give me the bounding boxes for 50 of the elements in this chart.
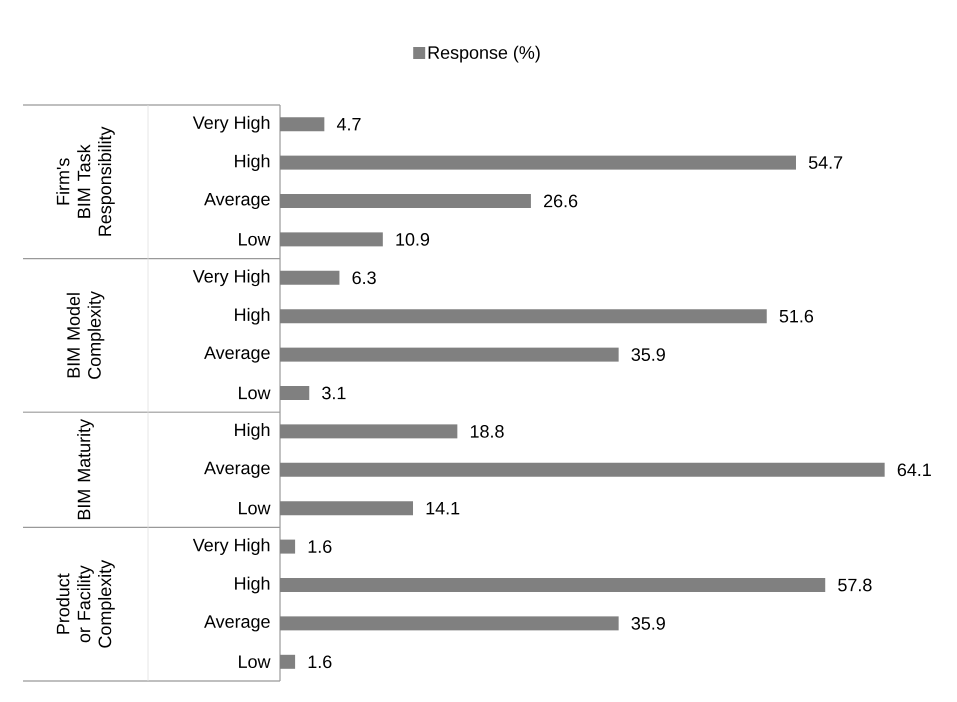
y-tick-label: Very High — [192, 269, 270, 286]
y-tick-label: High — [235, 423, 270, 440]
y-tick-label: High — [235, 308, 270, 325]
data-label: 1.6 — [308, 540, 332, 553]
bar — [280, 386, 310, 400]
y-tick-label: Average — [204, 192, 270, 210]
data-label: 6.3 — [352, 271, 376, 284]
bar — [280, 270, 340, 285]
y-tick-label: Low — [239, 656, 271, 668]
text: BIM Model Complexity — [66, 291, 104, 379]
y-tick-label: High — [235, 154, 270, 171]
y-tick-label: Very High — [192, 116, 270, 133]
data-label: 4.7 — [336, 118, 361, 130]
text: Firm's BIM Task Responsibility — [56, 126, 115, 236]
bar — [280, 654, 296, 669]
bar — [280, 309, 767, 324]
bar — [280, 348, 619, 362]
data-label: 3.1 — [322, 386, 346, 400]
data-label: 14.1 — [426, 502, 460, 514]
y-tick-label: Low — [239, 386, 271, 400]
bar — [280, 117, 324, 132]
data-label: 1.6 — [308, 655, 332, 668]
y-tick-label: Average — [204, 462, 270, 478]
data-label: 57.8 — [838, 578, 872, 592]
bar — [280, 194, 531, 208]
data-label: 26.6 — [544, 194, 578, 208]
y-tick-label: Average — [204, 615, 270, 632]
bar — [280, 156, 796, 170]
y-tick-label: Average — [204, 346, 270, 363]
data-label: 54.7 — [808, 156, 842, 169]
bar — [280, 424, 458, 438]
data-label: 18.8 — [470, 425, 504, 438]
y-tick-label: Low — [239, 233, 271, 246]
bar — [280, 462, 885, 477]
y-tick-label: Low — [239, 502, 271, 514]
data-label: 10.9 — [396, 233, 430, 246]
data-label: 64.1 — [898, 463, 931, 476]
text: BIM Maturity — [77, 419, 94, 520]
bar — [280, 616, 619, 630]
data-label: 35.9 — [632, 348, 665, 361]
legend-label: Response (%) — [428, 46, 540, 62]
text: Product or Facility Complexity — [56, 560, 115, 648]
y-tick-label: High — [235, 576, 270, 594]
bar — [280, 578, 826, 592]
y-tick-label: Very High — [192, 538, 270, 555]
data-label: 51.6 — [780, 310, 814, 323]
bar — [280, 232, 383, 246]
data-label: 35.9 — [632, 617, 665, 630]
bar — [280, 501, 414, 516]
bar — [280, 540, 296, 554]
